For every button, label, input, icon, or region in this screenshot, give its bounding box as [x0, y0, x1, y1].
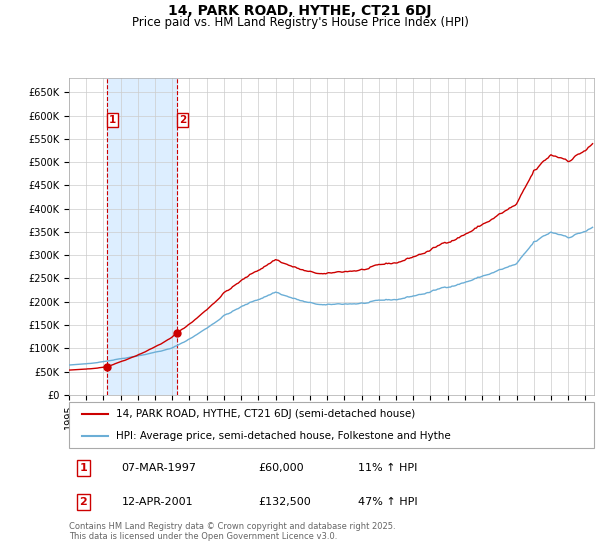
Text: Contains HM Land Registry data © Crown copyright and database right 2025.
This d: Contains HM Land Registry data © Crown c… [69, 522, 395, 542]
Text: 2: 2 [79, 497, 87, 507]
Text: 2: 2 [179, 115, 187, 125]
Text: Price paid vs. HM Land Registry's House Price Index (HPI): Price paid vs. HM Land Registry's House … [131, 16, 469, 29]
Text: 12-APR-2001: 12-APR-2001 [121, 497, 193, 507]
Text: 1: 1 [109, 115, 116, 125]
Text: 47% ↑ HPI: 47% ↑ HPI [358, 497, 418, 507]
Text: HPI: Average price, semi-detached house, Folkestone and Hythe: HPI: Average price, semi-detached house,… [116, 431, 451, 441]
FancyBboxPatch shape [69, 402, 594, 448]
Text: 07-MAR-1997: 07-MAR-1997 [121, 463, 197, 473]
Text: 11% ↑ HPI: 11% ↑ HPI [358, 463, 417, 473]
Text: 1: 1 [79, 463, 87, 473]
Text: 14, PARK ROAD, HYTHE, CT21 6DJ: 14, PARK ROAD, HYTHE, CT21 6DJ [168, 4, 432, 18]
Bar [107, 78, 177, 395]
Text: 14, PARK ROAD, HYTHE, CT21 6DJ (semi-detached house): 14, PARK ROAD, HYTHE, CT21 6DJ (semi-det… [116, 409, 415, 419]
Text: £132,500: £132,500 [258, 497, 311, 507]
Text: £60,000: £60,000 [258, 463, 304, 473]
